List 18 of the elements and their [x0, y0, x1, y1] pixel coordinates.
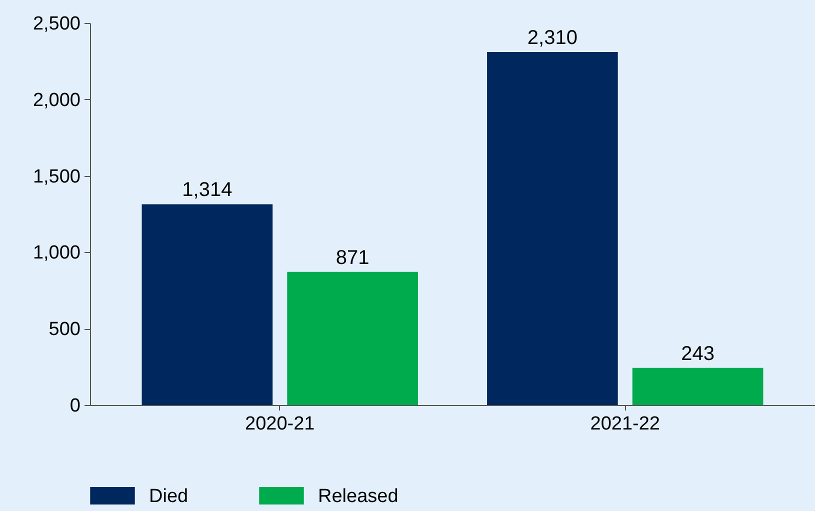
y-tick-label: 1,000 — [32, 242, 80, 264]
legend-label: Released — [318, 486, 398, 507]
data-label: 1,314 — [182, 179, 232, 202]
bar — [287, 272, 418, 405]
bar — [632, 368, 764, 405]
data-label: 243 — [681, 342, 714, 365]
y-tick-label: 2,000 — [32, 90, 80, 111]
data-label: 871 — [336, 246, 370, 269]
x-tick-label: 2020-21 — [245, 414, 315, 434]
data-label: 2,310 — [527, 27, 578, 50]
y-tick-label: 0 — [70, 396, 80, 416]
y-tick-label: 500 — [48, 319, 80, 340]
bar — [142, 204, 273, 405]
y-tick-label: 2,500 — [32, 14, 80, 34]
legend-label: Died — [149, 486, 188, 507]
x-tick-label: 2021-22 — [590, 414, 660, 434]
bar — [487, 52, 618, 405]
y-tick-label: 1,500 — [32, 166, 80, 188]
